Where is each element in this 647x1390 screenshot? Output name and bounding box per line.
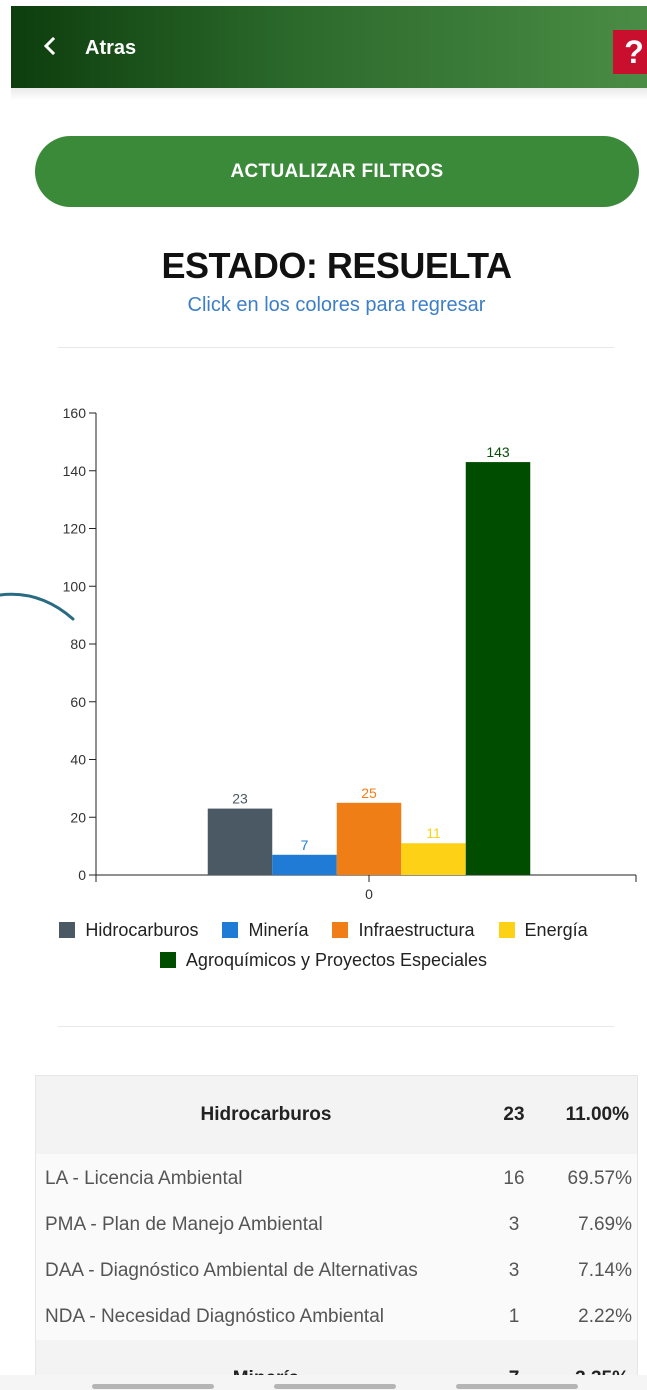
legend-item-energia[interactable]: Energía xyxy=(498,919,588,941)
legend-item-agroquimicos[interactable]: Agroquímicos y Proyectos Especiales xyxy=(159,949,488,971)
row-count: 3 xyxy=(508,1214,520,1235)
update-filters-button[interactable]: ACTUALIZAR FILTROS xyxy=(35,136,639,207)
row-count: 16 xyxy=(503,1168,525,1189)
row-name: DAA - Diagnóstico Ambiental de Alternati… xyxy=(45,1260,418,1281)
legend-swatch xyxy=(222,922,239,938)
nav-handle[interactable] xyxy=(274,1384,396,1389)
row-name: PMA - Plan de Manejo Ambiental xyxy=(45,1214,323,1235)
back-to-colors-link[interactable]: Click en los colores para regresar xyxy=(187,294,486,316)
bar-value-label: 25 xyxy=(361,785,377,801)
system-nav-bar xyxy=(0,1375,647,1390)
app-bar-shadow xyxy=(11,88,647,100)
y-tick-label: 80 xyxy=(70,636,86,652)
y-tick-label: 20 xyxy=(70,809,86,825)
group-count: 23 xyxy=(503,1104,525,1125)
legend-swatch xyxy=(332,922,349,938)
x-tick-label: 0 xyxy=(365,886,373,902)
nav-handle[interactable] xyxy=(92,1384,214,1389)
table-row[interactable]: NDA - Necesidad Diagnóstico Ambiental 1 … xyxy=(36,1294,637,1340)
page-title: ESTADO: RESUELTA xyxy=(161,245,513,286)
x-axis: 0 xyxy=(95,874,637,902)
legend-label: Minería xyxy=(248,919,309,940)
bar-minería[interactable] xyxy=(272,854,337,875)
legend-swatch xyxy=(498,922,515,938)
y-tick-label: 100 xyxy=(63,578,87,594)
bar-chart: 0 20 40 60 80 100 120 140 160 0 23 7 25 11 143 xyxy=(63,405,637,902)
group-name: Hidrocarburos xyxy=(200,1104,332,1125)
row-percent: 69.57% xyxy=(567,1168,632,1189)
chevron-left-icon xyxy=(41,36,59,60)
annotation-stroke xyxy=(0,592,75,621)
legend-label: Infraestructura xyxy=(358,919,475,940)
legend-label: Hidrocarburos xyxy=(85,919,199,940)
group-percent: 11.00% xyxy=(565,1104,629,1125)
table-row[interactable]: DAA - Diagnóstico Ambiental de Alternati… xyxy=(36,1248,637,1294)
row-name: LA - Licencia Ambiental xyxy=(45,1168,243,1189)
table-group-header[interactable]: Hidrocarburos 23 11.00% xyxy=(36,1076,637,1154)
breakdown-table: Hidrocarburos 23 11.00% LA - Licencia Am… xyxy=(35,1075,638,1390)
legend-label: Agroquímicos y Proyectos Especiales xyxy=(185,949,488,970)
divider-top xyxy=(58,347,614,348)
y-tick-label: 40 xyxy=(70,752,86,768)
legend-row-2: Agroquímicos y Proyectos Especiales xyxy=(0,945,647,975)
y-tick-label: 140 xyxy=(63,463,87,479)
divider-bottom xyxy=(58,1026,614,1027)
nav-handle[interactable] xyxy=(456,1384,578,1389)
legend-swatch xyxy=(159,952,176,968)
row-count: 1 xyxy=(508,1306,520,1327)
row-count: 3 xyxy=(508,1260,520,1281)
row-percent: 7.14% xyxy=(578,1260,632,1281)
bar-energía[interactable] xyxy=(401,843,466,875)
legend-item-hidrocarburos[interactable]: Hidrocarburos xyxy=(59,920,198,941)
bar-infraestructura[interactable] xyxy=(336,802,402,875)
legend-label: Energía xyxy=(524,919,588,940)
y-tick-label: 0 xyxy=(78,867,86,883)
legend-item-mineria[interactable]: Minería xyxy=(222,920,308,941)
y-tick-label: 120 xyxy=(63,521,87,537)
table-row[interactable]: PMA - Plan de Manejo Ambiental 3 7.69% xyxy=(36,1202,637,1248)
back-label: Atras xyxy=(85,36,137,59)
bar-value-label: 143 xyxy=(486,444,510,460)
chart-legend: Hidrocarburos Minería Infraestructura En… xyxy=(0,915,647,975)
row-percent: 7.69% xyxy=(578,1214,632,1235)
row-percent: 2.22% xyxy=(578,1306,632,1327)
bar-value-label: 7 xyxy=(301,837,309,853)
legend-row-1: Hidrocarburos Minería Infraestructura En… xyxy=(0,915,647,945)
legend-swatch xyxy=(59,922,76,938)
bar-value-label: 23 xyxy=(232,791,248,807)
bar-value-label: 11 xyxy=(426,825,441,841)
row-name: NDA - Necesidad Diagnóstico Ambiental xyxy=(45,1306,385,1327)
table-row[interactable]: LA - Licencia Ambiental 16 69.57% xyxy=(36,1156,637,1202)
y-tick-label: 160 xyxy=(63,405,87,421)
y-axis: 0 20 40 60 80 100 120 140 160 xyxy=(63,405,97,883)
bar-hidrocarburos[interactable] xyxy=(207,808,273,875)
legend-item-infraestructura[interactable]: Infraestructura xyxy=(332,919,475,941)
bar-agroquímicos[interactable] xyxy=(465,462,531,875)
help-button[interactable]: ? xyxy=(613,30,647,74)
y-tick-label: 60 xyxy=(70,694,86,710)
bars-group: 23 7 25 11 143 xyxy=(207,444,531,875)
back-button[interactable]: Atras xyxy=(41,32,136,64)
app-bar: Atras ? xyxy=(11,6,647,88)
